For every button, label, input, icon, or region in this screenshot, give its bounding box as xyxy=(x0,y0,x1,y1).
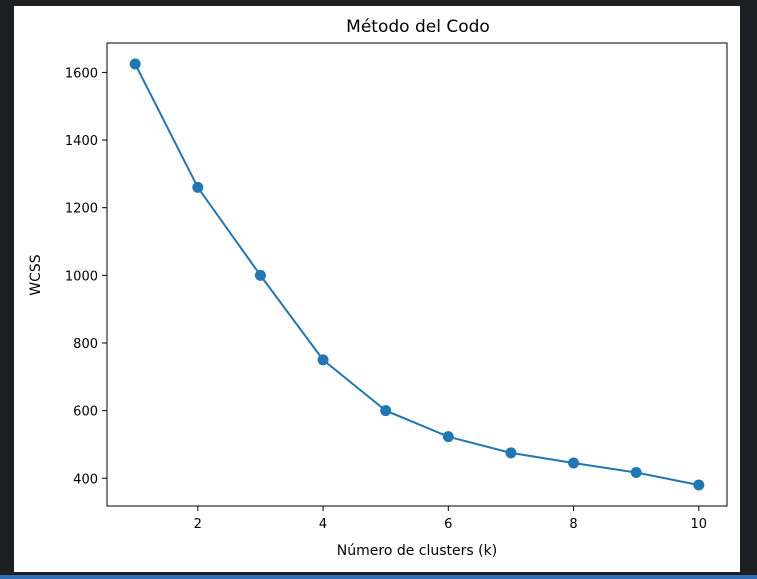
y-axis-ticks: 400 600 800 1000 1200 1400 1600 xyxy=(65,66,107,487)
figure-canvas: Método del Codo 400 600 800 1000 1200 1400 160… xyxy=(14,6,740,572)
data-point-k5 xyxy=(380,405,392,417)
elbow-chart: Método del Codo 400 600 800 1000 1200 1400 160… xyxy=(28,17,728,559)
x-tick-label: 4 xyxy=(319,517,327,532)
x-tick-label: 6 xyxy=(444,517,452,532)
y-tick-label: 1200 xyxy=(65,202,98,217)
y-tick-label: 400 xyxy=(73,472,98,487)
y-tick-label: 800 xyxy=(73,337,98,352)
y-tick-label: 1400 xyxy=(65,134,98,149)
y-tick-label: 600 xyxy=(73,405,98,420)
x-axis-label: Número de clusters (k) xyxy=(337,543,497,559)
data-point-k4 xyxy=(317,354,329,366)
data-point-k1 xyxy=(129,58,141,70)
y-tick-label: 1600 xyxy=(65,66,98,81)
x-tick-label: 8 xyxy=(569,517,577,532)
data-point-k2 xyxy=(192,181,204,193)
wcss-points xyxy=(129,58,705,491)
x-tick-label: 10 xyxy=(691,517,708,532)
x-axis-ticks: 2 4 6 8 10 xyxy=(194,506,707,532)
data-point-k8 xyxy=(568,457,580,469)
data-point-k9 xyxy=(630,467,642,479)
data-point-k6 xyxy=(442,431,454,443)
chart-title: Método del Codo xyxy=(346,17,490,37)
data-point-k3 xyxy=(254,269,266,281)
plot-area xyxy=(106,42,728,507)
y-axis-label: WCSS xyxy=(28,254,44,296)
data-point-k10 xyxy=(693,479,705,491)
x-tick-label: 2 xyxy=(194,517,202,532)
bottom-accent-strip xyxy=(0,575,757,579)
data-point-k7 xyxy=(505,447,517,459)
wcss-line xyxy=(134,63,699,486)
y-tick-label: 1000 xyxy=(65,269,98,284)
